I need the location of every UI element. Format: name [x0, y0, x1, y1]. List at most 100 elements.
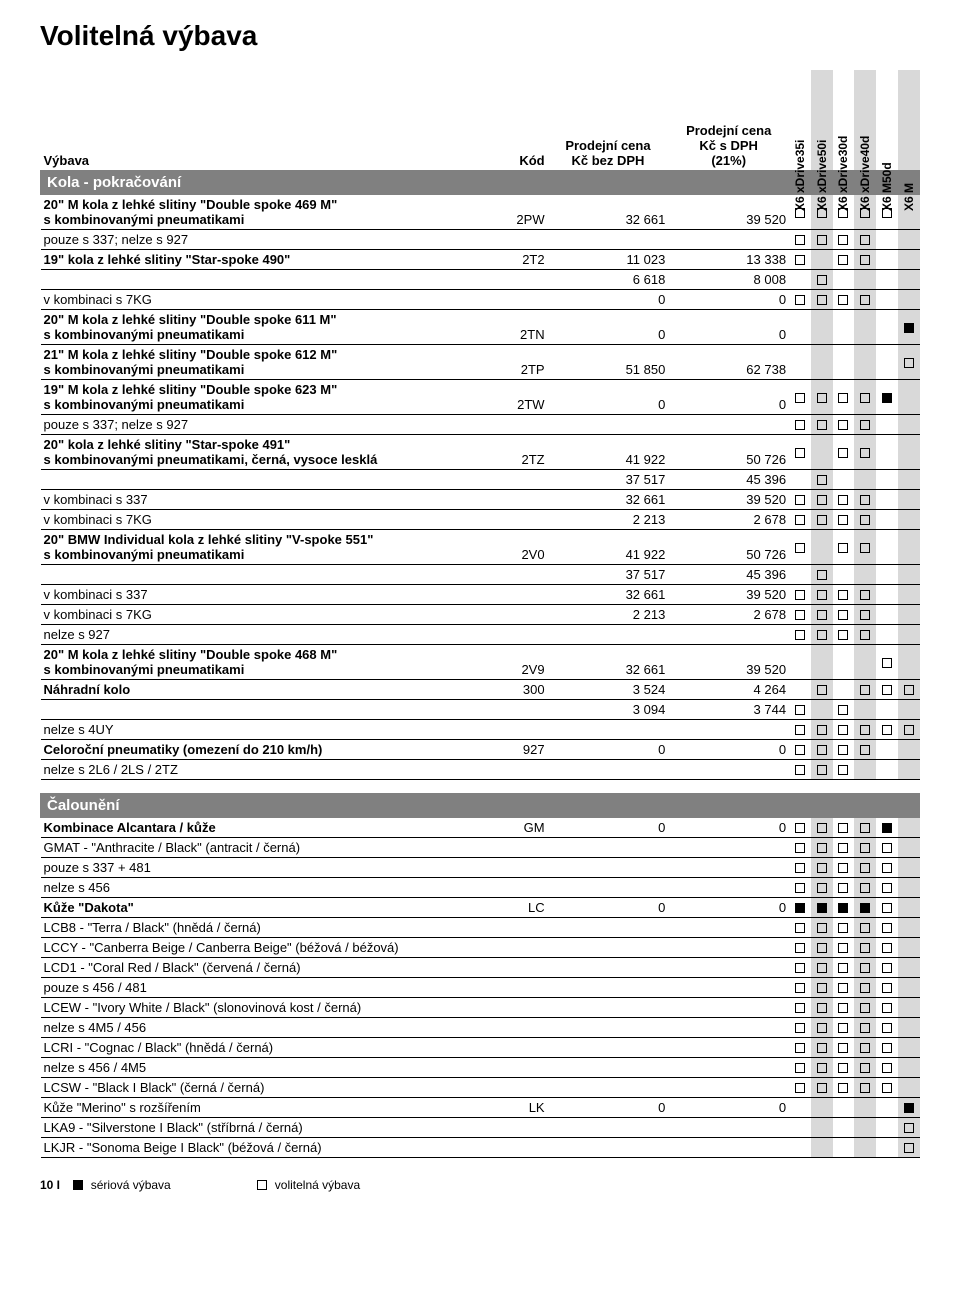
- optional-icon: [838, 705, 848, 715]
- optional-icon: [795, 590, 805, 600]
- row-model-4: [876, 469, 898, 489]
- row-model-3: [854, 877, 876, 897]
- row-desc: GMAT - "Anthracite / Black" (antracit / …: [41, 837, 476, 857]
- legend: 10 I sériová výbava volitelná výbava: [40, 1178, 920, 1192]
- row-code: [475, 917, 547, 937]
- row-price2: [668, 857, 789, 877]
- row-model-2: [833, 584, 855, 604]
- table-row: v kombinaci s 7KG2 2132 678: [41, 509, 920, 529]
- optional-icon: [860, 923, 870, 933]
- row-model-4: [876, 857, 898, 877]
- optional-icon: [882, 1063, 892, 1073]
- row-price2: 50 726: [668, 529, 789, 564]
- row-price2: 39 520: [668, 644, 789, 679]
- row-price1: 41 922: [548, 529, 669, 564]
- legend-serial-label: sériová výbava: [91, 1178, 171, 1192]
- row-model-2: [833, 937, 855, 957]
- row-model-4: [876, 877, 898, 897]
- row-model-1: [811, 739, 833, 759]
- row-desc: [41, 269, 476, 289]
- row-price2: [668, 1077, 789, 1097]
- optional-icon: [817, 765, 827, 775]
- row-model-0: [789, 917, 811, 937]
- row-model-4: [876, 624, 898, 644]
- row-model-0: [789, 759, 811, 779]
- row-model-4: [876, 604, 898, 624]
- row-price1: 32 661: [548, 584, 669, 604]
- row-model-4: [876, 1017, 898, 1037]
- row-model-3: [854, 857, 876, 877]
- row-code: [475, 414, 547, 434]
- row-model-0: [789, 1077, 811, 1097]
- optional-icon: [860, 963, 870, 973]
- optional-icon: [882, 1003, 892, 1013]
- table-row: Kombinace Alcantara / kůžeGM00: [41, 817, 920, 837]
- row-model-1: [811, 917, 833, 937]
- row-desc: v kombinaci s 337: [41, 489, 476, 509]
- header-price2: Prodejní cenaKč s DPH(21%): [668, 70, 789, 170]
- optional-icon: [795, 543, 805, 553]
- row-model-5: [898, 414, 920, 434]
- row-model-4: [876, 1097, 898, 1117]
- row-price1: 0: [548, 897, 669, 917]
- row-model-4: [876, 739, 898, 759]
- row-price1: 0: [548, 739, 669, 759]
- row-model-4: [876, 229, 898, 249]
- row-model-2: [833, 434, 855, 469]
- row-code: [475, 229, 547, 249]
- row-price1: 37 517: [548, 564, 669, 584]
- row-model-2: [833, 489, 855, 509]
- row-price2: 3 744: [668, 699, 789, 719]
- row-price2: 4 264: [668, 679, 789, 699]
- table-row: 37 51745 396: [41, 564, 920, 584]
- row-model-5: [898, 309, 920, 344]
- optional-icon: [838, 883, 848, 893]
- optional-icon: [817, 420, 827, 430]
- optional-icon: [817, 610, 827, 620]
- row-model-5: [898, 644, 920, 679]
- row-code: [475, 1017, 547, 1037]
- row-model-1: [811, 269, 833, 289]
- row-model-5: [898, 269, 920, 289]
- row-model-2: [833, 857, 855, 877]
- row-price2: [668, 937, 789, 957]
- table-row: LCSW - "Black I Black" (černá / černá): [41, 1077, 920, 1097]
- row-price2: 0: [668, 897, 789, 917]
- table-row: nelze s 4M5 / 456: [41, 1017, 920, 1037]
- row-code: [475, 877, 547, 897]
- row-model-3: [854, 1037, 876, 1057]
- row-model-4: [876, 977, 898, 997]
- table-row: LCD1 - "Coral Red / Black" (červená / če…: [41, 957, 920, 977]
- serial-icon: [817, 903, 827, 913]
- serial-icon: [860, 903, 870, 913]
- row-model-4: [876, 584, 898, 604]
- row-desc: pouze s 337; nelze s 927: [41, 229, 476, 249]
- row-desc: [41, 699, 476, 719]
- row-model-4: [876, 957, 898, 977]
- row-model-3: [854, 249, 876, 269]
- row-price1: 32 661: [548, 194, 669, 229]
- row-code: 2TN: [475, 309, 547, 344]
- optional-icon: [838, 725, 848, 735]
- row-desc: nelze s 4M5 / 456: [41, 1017, 476, 1037]
- row-price1: 32 661: [548, 644, 669, 679]
- row-model-3: [854, 837, 876, 857]
- row-price1: 0: [548, 379, 669, 414]
- row-desc: Kombinace Alcantara / kůže: [41, 817, 476, 837]
- row-model-1: [811, 1137, 833, 1157]
- table-row: LCCY - "Canberra Beige / Canberra Beige"…: [41, 937, 920, 957]
- optional-icon: [838, 863, 848, 873]
- optional-icon: [795, 863, 805, 873]
- row-model-1: [811, 977, 833, 997]
- row-model-3: [854, 564, 876, 584]
- table-row: nelze s 456 / 4M5: [41, 1057, 920, 1077]
- row-model-0: [789, 1037, 811, 1057]
- optional-icon: [795, 983, 805, 993]
- row-model-4: [876, 434, 898, 469]
- row-model-3: [854, 679, 876, 699]
- row-model-2: [833, 1077, 855, 1097]
- row-model-1: [811, 699, 833, 719]
- row-model-3: [854, 759, 876, 779]
- row-price1: [548, 1077, 669, 1097]
- row-model-2: [833, 379, 855, 414]
